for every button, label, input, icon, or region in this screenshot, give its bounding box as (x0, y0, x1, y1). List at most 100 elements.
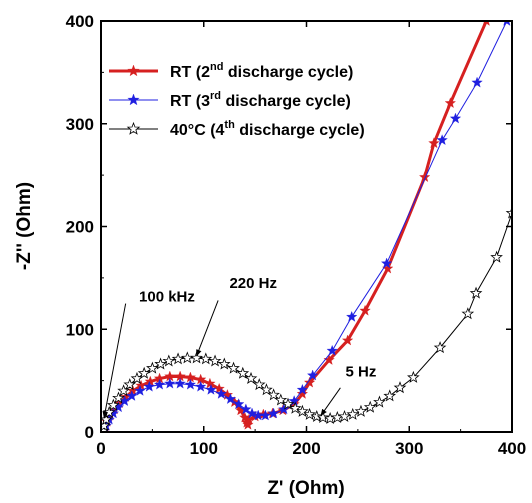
data-point (204, 377, 216, 389)
legend-entry-1: RT (2nd discharge cycle) (109, 61, 353, 81)
data-point (383, 389, 397, 402)
data-point (236, 366, 250, 379)
data-point (213, 382, 225, 394)
data-point (205, 383, 217, 395)
data-point (373, 395, 386, 408)
annotation-label: 100 kHz (139, 289, 195, 306)
data-point (469, 286, 483, 299)
y-tick-label: 0 (85, 423, 94, 442)
data-point (112, 391, 125, 404)
legend: RT (2nd discharge cycle) RT (3rd discharg… (109, 61, 365, 139)
annotation-label: 5 Hz (346, 364, 377, 381)
data-point (154, 357, 167, 370)
data-point (217, 357, 231, 370)
plot-frame (100, 20, 513, 433)
data-point (171, 352, 185, 365)
data-point (354, 404, 368, 417)
legend-label: 40°C (4th discharge cycle) (170, 119, 365, 139)
data-point (267, 388, 280, 401)
series-layer (101, 21, 512, 432)
data-point (449, 112, 462, 124)
data-point (240, 403, 252, 415)
data-point (444, 97, 456, 108)
data-point (407, 370, 420, 383)
data-point (162, 354, 176, 367)
data-point (288, 401, 302, 414)
data-point (296, 404, 309, 417)
annotation-100-khz: 100 kHz (102, 289, 195, 419)
x-tick-label: 300 (395, 439, 423, 458)
data-point (227, 361, 240, 374)
ticks-layer: 0 100 200 300 400 0 100 200 300 400 (66, 12, 527, 458)
data-point (180, 351, 194, 364)
data-point (174, 377, 186, 389)
series-line (102, 21, 488, 432)
annotations-layer: 100 kHz 220 Hz 5 Hz (102, 275, 377, 419)
data-point (288, 395, 300, 406)
data-point (260, 383, 273, 396)
y-tick-label: 200 (66, 218, 94, 237)
data-point (436, 134, 448, 145)
data-point (107, 398, 120, 411)
data-point (428, 137, 440, 149)
legend-marker (126, 121, 141, 135)
data-point (296, 383, 309, 395)
data-point (267, 407, 280, 419)
legend-label: RT (3rd discharge cycle) (170, 90, 351, 110)
data-point (307, 369, 319, 381)
data-point (126, 390, 138, 401)
data-point (195, 380, 207, 392)
annotation-label: 220 Hz (229, 275, 277, 292)
legend-marker (127, 93, 140, 106)
y-tick-label: 100 (66, 320, 94, 339)
legend-entry-2: RT (3rd discharge cycle) (109, 90, 351, 110)
data-point (259, 409, 272, 421)
data-point (137, 366, 151, 379)
data-point (164, 377, 176, 389)
series-40-c-4th-discharge-cycle (101, 206, 512, 432)
data-point (134, 384, 146, 396)
data-point (246, 407, 258, 419)
y-tick-label: 300 (66, 115, 94, 134)
series-line (102, 212, 512, 432)
annotation-arrow (320, 387, 341, 417)
x-tick-label: 100 (190, 439, 218, 458)
data-point (184, 378, 197, 390)
y-axis-title: -Z'' (Ohm) (14, 182, 35, 270)
data-point (101, 419, 111, 432)
x-tick-label: 0 (96, 439, 105, 458)
data-point (503, 21, 511, 26)
data-point (471, 76, 483, 88)
annotation-220-hz: 220 Hz (196, 275, 277, 357)
data-point (233, 398, 245, 410)
annotation-5-hz: 5 Hz (320, 364, 377, 417)
data-point (278, 403, 290, 415)
data-point (482, 21, 490, 26)
data-point (433, 341, 447, 354)
data-point (341, 334, 354, 346)
data-point (338, 409, 351, 422)
data-point (490, 250, 503, 263)
legend-marker (127, 64, 140, 77)
data-point (363, 400, 377, 413)
annotation-arrow (102, 303, 127, 419)
data-point (274, 393, 288, 406)
data-point (380, 257, 393, 269)
data-point (393, 381, 407, 394)
data-point (281, 397, 295, 410)
data-point (252, 378, 266, 391)
x-axis-title: Z' (Ohm) (267, 478, 344, 499)
annotation-arrow (196, 300, 219, 357)
data-point (303, 407, 316, 420)
data-point (461, 307, 475, 320)
legend-label: RT (2nd discharge cycle) (170, 61, 353, 81)
data-point (326, 344, 338, 356)
data-point (316, 410, 330, 423)
data-point (101, 413, 113, 426)
data-point (323, 411, 337, 425)
x-tick-label: 200 (292, 439, 320, 458)
data-point (359, 304, 371, 316)
data-point (153, 378, 166, 390)
data-point (323, 354, 335, 365)
